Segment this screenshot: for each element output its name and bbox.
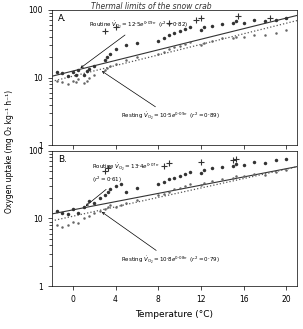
Text: A.: A. xyxy=(58,14,67,23)
Text: B.: B. xyxy=(58,155,67,164)
Text: Routine $\dot{V}_{\rm O_2} = 12{\cdot}5e^{0{\cdot}09n}$  ($r^2 = 0{\cdot}82$): Routine $\dot{V}_{\rm O_2} = 12{\cdot}5e… xyxy=(81,19,188,67)
Text: Thermal limits of the snow crab: Thermal limits of the snow crab xyxy=(91,2,212,11)
X-axis label: Temperature (°C): Temperature (°C) xyxy=(135,310,213,319)
Text: Oxygen uptake (mg O₂ kg⁻¹ h⁻¹): Oxygen uptake (mg O₂ kg⁻¹ h⁻¹) xyxy=(5,90,14,213)
Text: Routine $\dot{V}_{\rm O_2} = 13{\cdot}4e^{0{\cdot}07n}$
($r^2 = 0{\cdot}61$): Routine $\dot{V}_{\rm O_2} = 13{\cdot}4e… xyxy=(86,162,159,206)
Text: Resting $\dot{V}_{\rm O_2} = 10{\cdot}8e^{0{\cdot}08n}$  ($r^2 = 0{\cdot}79$): Resting $\dot{V}_{\rm O_2} = 10{\cdot}8e… xyxy=(102,213,219,266)
Text: Resting $\dot{V}_{\rm O_2} = 10{\cdot}5e^{0{\cdot}09n}$  ($r^2 = 0{\cdot}89$): Resting $\dot{V}_{\rm O_2} = 10{\cdot}5e… xyxy=(102,71,219,122)
